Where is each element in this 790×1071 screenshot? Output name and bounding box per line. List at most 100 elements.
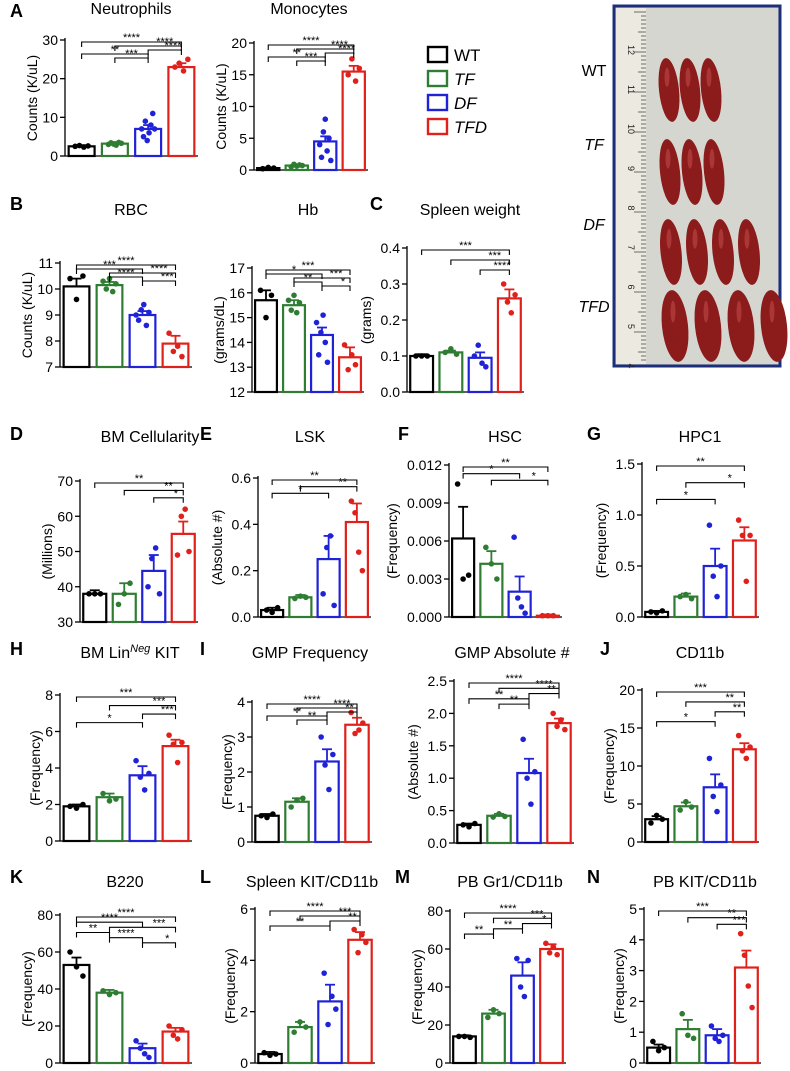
spleen-highlight	[709, 148, 715, 169]
data-point	[488, 561, 495, 567]
significance-bracket: ***	[421, 240, 510, 255]
bracket-line	[450, 259, 510, 265]
data-point	[460, 576, 466, 582]
spleen-highlight	[665, 148, 671, 169]
significance-bracket: ****	[296, 698, 358, 713]
significance-bracket: ***	[492, 908, 553, 924]
data-point	[720, 1032, 726, 1039]
data-point	[522, 610, 528, 616]
data-point	[479, 360, 485, 367]
y-tick-label: 4	[45, 760, 53, 776]
significance-label: ***	[153, 696, 167, 708]
data-point	[297, 593, 304, 599]
data-point	[316, 141, 323, 148]
bar-tfd	[344, 723, 370, 844]
data-point	[106, 798, 113, 804]
data-point	[267, 1052, 273, 1059]
data-point	[73, 964, 80, 970]
data-point	[677, 593, 683, 600]
bar-wt	[452, 1035, 477, 1065]
spleen-highlight	[685, 67, 691, 87]
significance-bracket: ***	[108, 696, 177, 711]
significance-bracket: ****	[266, 694, 358, 709]
legend-label: TFD	[454, 118, 487, 137]
chart-title: Spleen weight	[420, 202, 521, 219]
chart-title: RBC	[114, 202, 148, 219]
significance-label: *	[341, 276, 346, 288]
bracket-line	[716, 923, 747, 930]
y-axis-label: (Frequency)	[27, 730, 43, 805]
data-point	[320, 591, 326, 597]
bracket-line	[324, 52, 355, 58]
y-tick-label: 20	[42, 71, 58, 87]
bracket-line	[656, 498, 716, 505]
ruler-number: 5	[626, 324, 636, 329]
data-point	[274, 604, 281, 611]
significance-label: *	[532, 470, 537, 482]
y-tick-label: 0.1	[381, 348, 401, 364]
significance-bracket: ****	[267, 35, 355, 50]
data-point	[133, 757, 139, 764]
y-tick-label: 0.0	[232, 609, 252, 625]
y-tick-label: 0	[45, 1055, 53, 1071]
panel-letter: B	[10, 194, 23, 214]
y-tick-label: 0	[50, 148, 58, 164]
y-axis-label: (grams)	[358, 296, 374, 344]
spleen	[738, 219, 760, 285]
bracket-line	[75, 921, 144, 928]
data-point	[359, 931, 365, 938]
panel-letter: F	[398, 424, 409, 444]
data-point	[294, 797, 300, 803]
data-point	[456, 1033, 462, 1040]
data-point	[174, 343, 181, 350]
significance-bracket: ****	[75, 255, 177, 270]
significance-bracket: **	[492, 919, 524, 934]
y-tick-label: 5	[629, 901, 637, 917]
y-tick-label: 1.5	[428, 738, 448, 754]
data-point	[270, 811, 276, 817]
bar-tf	[288, 596, 313, 619]
y-tick-label: 40	[427, 979, 443, 995]
data-point	[520, 736, 526, 743]
panel-letter: E	[200, 424, 212, 444]
bracket-line	[75, 722, 144, 728]
chart-title-text: Neutrophils	[91, 1, 172, 18]
spleen	[700, 58, 722, 122]
significance-bracket: **	[266, 706, 328, 721]
data-point	[296, 299, 303, 306]
data-point	[269, 609, 275, 616]
y-tick-label: 0.4	[381, 240, 401, 256]
data-point	[115, 601, 122, 608]
significance-bracket: **	[293, 272, 323, 287]
bracket-line	[271, 479, 358, 485]
data-point	[67, 949, 73, 955]
data-point	[127, 580, 133, 587]
y-axis-label: (Frequency)	[409, 949, 425, 1024]
y-tick-label: 4	[629, 932, 637, 948]
y-tick-label: 40	[57, 579, 73, 595]
significance-bracket: **	[267, 47, 326, 62]
data-point	[467, 1034, 473, 1041]
spleen-highlight	[718, 228, 724, 249]
bar-df	[702, 564, 728, 619]
significance-bracket: ****	[108, 263, 177, 278]
data-point	[186, 548, 192, 555]
spleen	[760, 290, 788, 362]
chart-title-text: HPC1	[679, 429, 722, 446]
spleen-highlight	[664, 67, 670, 87]
y-tick-label: 0.0	[428, 835, 448, 851]
significance-label: ****	[117, 267, 135, 279]
bar-tfd	[731, 748, 757, 844]
chart-title-text: Hb	[298, 202, 319, 219]
legend-entry-tf: TF	[426, 69, 476, 89]
data-point	[326, 135, 332, 142]
data-point	[100, 988, 106, 994]
data-point	[172, 64, 178, 70]
significance-bracket: *	[271, 483, 330, 499]
bracket-line	[685, 482, 745, 488]
significance-label: *	[684, 712, 689, 724]
data-point	[146, 130, 152, 136]
ruler-number: 10	[626, 124, 636, 134]
